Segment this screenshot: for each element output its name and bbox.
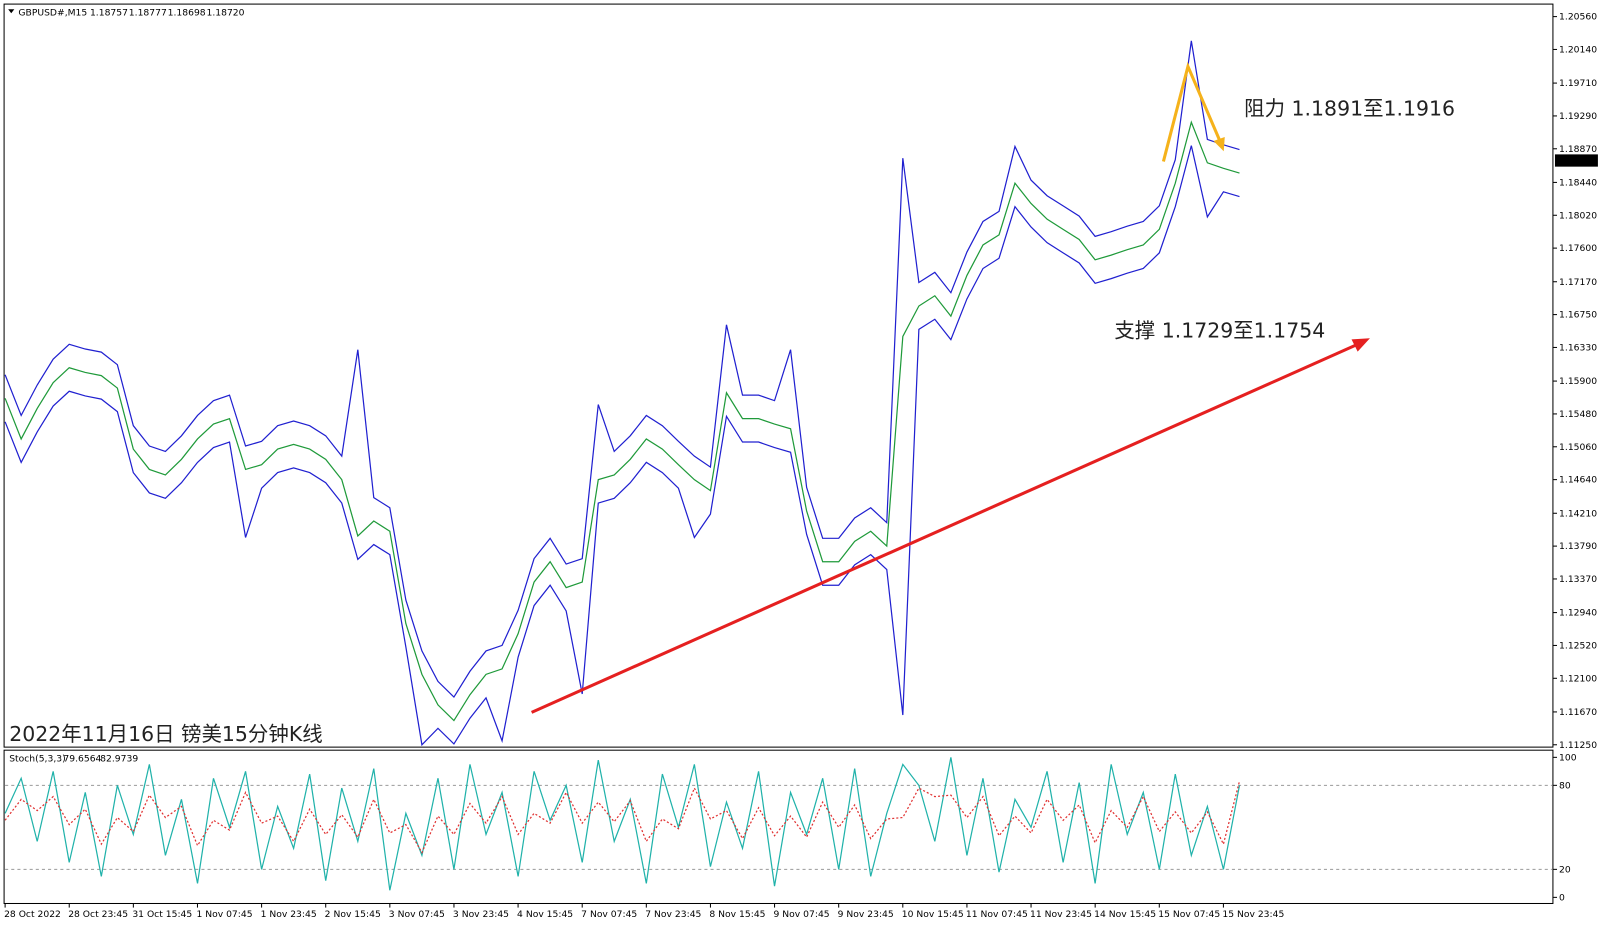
x-tick-label: 4 Nov 15:45 <box>517 909 573 920</box>
x-tick-label: 14 Nov 15:45 <box>1094 909 1156 920</box>
close: 1.18720 <box>207 7 245 18</box>
high: 1.18777 <box>129 7 167 18</box>
y-tick-label: 1.11250 <box>1559 740 1597 751</box>
y-tick-label: 1.12520 <box>1559 641 1597 652</box>
x-tick-label: 31 Oct 15:45 <box>132 909 192 920</box>
x-tick-label: 28 Oct 23:45 <box>68 909 128 920</box>
y-tick-label: 1.12100 <box>1559 673 1597 684</box>
y-tick-label: 1.19710 <box>1559 78 1597 89</box>
y-tick-label: 100 <box>1559 752 1577 763</box>
plot-layer: 1.20560 1.20140 1.19710 1.19290 1.18870 1.184… <box>4 12 1598 920</box>
y-tick-label: 1.12940 <box>1559 608 1597 619</box>
y-tick-label: 1.17170 <box>1559 277 1597 288</box>
y-tick-label: 1.16330 <box>1559 343 1597 354</box>
x-tick-label: 10 Nov 15:45 <box>902 909 964 920</box>
y-tick-label: 1.20560 <box>1559 12 1597 23</box>
x-tick-label: 11 Nov 07:45 <box>966 909 1028 920</box>
trend-arrow <box>530 342 1361 714</box>
series-line <box>4 757 1241 891</box>
last-price-label: 1.18720 <box>1558 156 1596 167</box>
trend-arrow-head <box>1351 338 1370 352</box>
last-price-box <box>1554 154 1598 167</box>
series-line <box>4 145 1240 747</box>
main-pane <box>3 3 1554 748</box>
y-tick-label: 1.17600 <box>1559 243 1597 254</box>
x-tick-label: 2 Nov 15:45 <box>325 909 381 920</box>
x-tick-label: 15 Nov 23:45 <box>1222 909 1284 920</box>
y-tick-label: 20 <box>1559 864 1571 875</box>
menu-arrow <box>8 9 15 14</box>
support-note: 支撑 1.1729至1.1754 <box>1114 318 1325 342</box>
y-tick-label: 1.13790 <box>1559 541 1597 552</box>
chart-caption: 2022年11月16日 镑美15分钟K线 <box>9 722 322 746</box>
y-tick-label: 1.18020 <box>1559 210 1597 221</box>
x-tick-label: 7 Nov 07:45 <box>581 909 637 920</box>
x-tick-label: 1 Nov 07:45 <box>196 909 252 920</box>
x-tick-label: 1 Nov 23:45 <box>261 909 317 920</box>
y-tick-label: 1.13370 <box>1559 574 1597 585</box>
y-tick-label: 1.14640 <box>1559 475 1597 486</box>
y-tick-label: 1.15060 <box>1559 442 1597 453</box>
stoch-main-value: 79.6564 <box>63 753 101 764</box>
symbol: GBPUSD#,M15 <box>18 7 87 18</box>
y-tick-label: 1.20140 <box>1559 45 1597 56</box>
stoch-signal-value: 82.9739 <box>100 753 138 764</box>
x-tick-label: 3 Nov 07:45 <box>389 909 445 920</box>
x-tick-label: 11 Nov 23:45 <box>1030 909 1092 920</box>
x-tick-label: 9 Nov 07:45 <box>774 909 830 920</box>
resistance-note: 阻力 1.1891至1.1916 <box>1244 96 1455 120</box>
y-tick-label: 80 <box>1559 780 1571 791</box>
x-tick-label: 9 Nov 23:45 <box>838 909 894 920</box>
open: 1.18757 <box>90 7 128 18</box>
x-tick-label: 15 Nov 07:45 <box>1158 909 1220 920</box>
x-tick-label: 8 Nov 15:45 <box>709 909 765 920</box>
y-tick-label: 1.14210 <box>1559 508 1597 519</box>
peak-arrow-head <box>1213 136 1225 152</box>
low: 1.18698 <box>168 7 206 18</box>
y-tick-label: 1.15900 <box>1559 376 1597 387</box>
y-tick-label: 1.18870 <box>1559 144 1597 155</box>
y-tick-label: 1.19290 <box>1559 111 1597 122</box>
series-line <box>4 781 1241 854</box>
stoch-title: Stoch(5,3,3) <box>9 753 65 764</box>
stoch-pane <box>3 749 1554 905</box>
y-tick-label: 1.16750 <box>1559 310 1597 321</box>
y-tick-label: 1.11670 <box>1559 707 1597 718</box>
x-tick-label: 3 Nov 23:45 <box>453 909 509 920</box>
y-tick-label: 1.15480 <box>1559 409 1597 420</box>
series-line <box>4 120 1240 722</box>
x-tick-label: 28 Oct 2022 <box>4 909 61 920</box>
y-tick-label: 1.18440 <box>1559 177 1597 188</box>
y-tick-label: 0 <box>1559 892 1565 903</box>
x-tick-label: 7 Nov 23:45 <box>645 909 701 920</box>
peak-arrow <box>1161 61 1224 162</box>
series-line <box>4 40 1240 699</box>
